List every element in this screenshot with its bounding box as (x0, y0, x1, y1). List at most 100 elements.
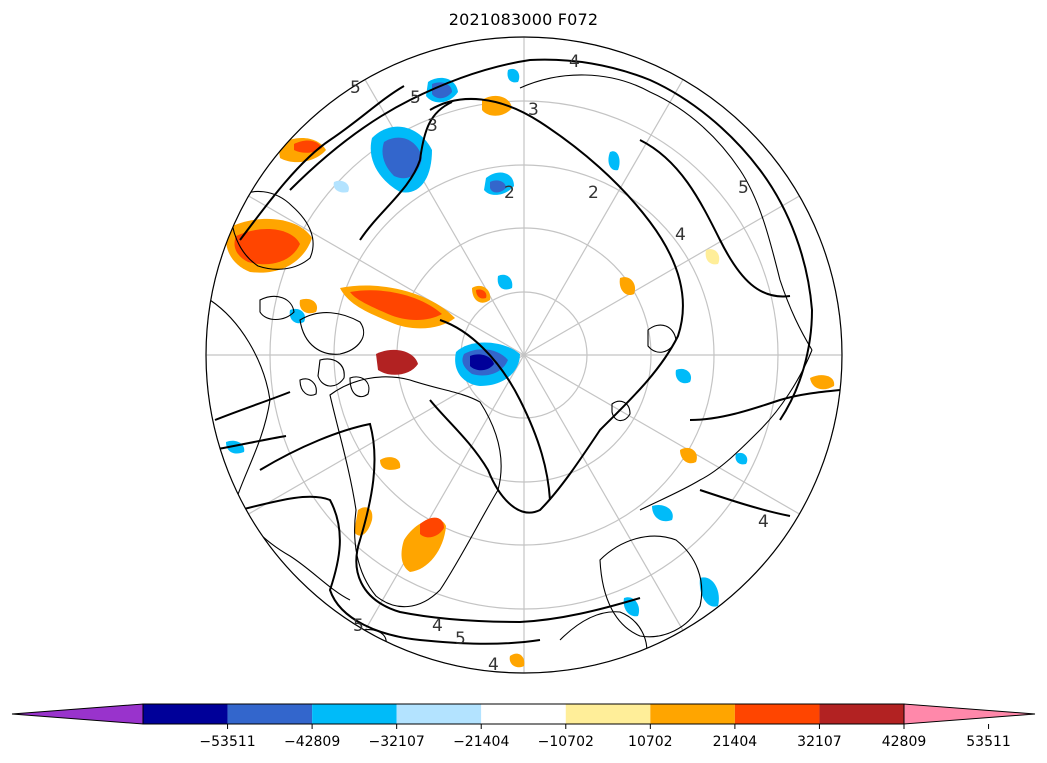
map-boundary (205, 36, 843, 674)
contour-arctic (439, 319, 551, 501)
coastline-europe (559, 611, 648, 661)
shade-negative-blue (382, 137, 422, 179)
shade-positive-orange (509, 653, 525, 668)
meridian-line (248, 195, 525, 356)
meridian-line (523, 195, 800, 356)
colorbar-tick-label: 53511 (966, 734, 1011, 750)
colorbar-segment (650, 704, 735, 724)
shade-negative-blue (490, 180, 506, 193)
colorbar-segment (227, 704, 313, 724)
contour-label: 5 (350, 78, 361, 98)
shade-negative-lightblue (608, 151, 620, 171)
contour-west (214, 391, 291, 421)
shade-positive-red (234, 229, 300, 265)
contour-west-2 (211, 435, 287, 451)
shade-positive-red (476, 289, 487, 299)
contour-inner (429, 97, 684, 514)
colorbar-tick-label: −21404 (453, 734, 510, 750)
contour-label-group: 2 2 3 3 4 4 4 4 4 5 5 5 5 5 (350, 52, 769, 675)
shade-negative-lightblue (699, 577, 719, 607)
contour-label: 4 (758, 512, 769, 532)
colorbar-segment (819, 704, 904, 724)
colorbar-segment (396, 704, 482, 724)
coastline-archipelago-islands (259, 295, 370, 398)
shade-negative-lightblue (735, 452, 748, 465)
meridians (206, 37, 842, 673)
map-disc (206, 37, 842, 673)
colorbar-tick-label: −53511 (199, 734, 256, 750)
contour-east (689, 389, 841, 421)
map-title: 2021083000 F072 (448, 10, 599, 29)
coastline-alaska (230, 190, 314, 270)
shade-positive-red (420, 517, 444, 538)
coastline-scandinavia (599, 535, 703, 638)
shade-positive-orange (380, 457, 401, 470)
coastlines (209, 74, 813, 661)
contour-middle-2 (639, 139, 791, 298)
colorbar-extend-low (11, 703, 144, 725)
shade-positive-red (350, 290, 442, 320)
shade-negative-lightblue (507, 68, 520, 83)
contour-label: 4 (675, 225, 686, 245)
shade-negative-lightblue (333, 180, 349, 193)
meridian-line (364, 354, 525, 631)
coastline-greenland (329, 376, 502, 608)
coastline-north-america (209, 299, 351, 601)
meridian-line (523, 79, 684, 356)
contour-south-2 (239, 495, 541, 645)
colorbar-segment (312, 704, 397, 724)
contour-label: 5 (738, 178, 749, 198)
contour-label: 5 (353, 616, 364, 636)
meridian-line (523, 354, 800, 515)
colorbar-tick-label: 42809 (881, 734, 927, 750)
coastline-canadian-archipelago (299, 312, 365, 355)
shade-negative-lightblue (497, 274, 513, 290)
coastline-siberia (519, 74, 813, 351)
colorbar-tick-label: −10702 (537, 734, 594, 750)
contour-label: 5 (455, 629, 466, 649)
shade-negative-darkblue (470, 354, 494, 371)
coastline-eurasia (639, 349, 813, 511)
colorbar-segment (481, 704, 566, 724)
colorbar-frame (142, 703, 905, 725)
colorbar-tick-label: 32107 (797, 734, 842, 750)
contour-outer (239, 85, 405, 241)
shade-negative-lightblue (675, 368, 692, 384)
shade-negative-lightblue (289, 308, 306, 324)
shade-positive-orange (705, 249, 720, 265)
colorbar-extend-high (903, 703, 1036, 725)
contour-label: 3 (427, 116, 438, 136)
anomaly-shading (226, 68, 835, 668)
contour-label: 4 (432, 616, 443, 636)
shade-positive-red (376, 349, 418, 375)
colorbar-tick-label: −32107 (368, 734, 425, 750)
shade-positive-orange (810, 375, 835, 390)
colorbar (11, 703, 1036, 729)
contour-label: 4 (488, 655, 499, 675)
contour-south (259, 422, 641, 624)
shade-negative-lightblue (652, 504, 673, 522)
colorbar-segment (734, 704, 820, 724)
colorbar-tick-label: 10702 (628, 734, 673, 750)
contour-label: 5 (410, 88, 421, 108)
graticule (206, 37, 842, 673)
colorbar-segment (565, 704, 651, 724)
shade-positive-orange (619, 277, 636, 296)
contour-label: 2 (588, 183, 599, 203)
contour-label: 4 (569, 52, 580, 72)
shade-positive-orange (299, 298, 318, 314)
contour-middle (289, 58, 814, 421)
shade-positive-orange (680, 447, 697, 464)
contour-inner-2 (359, 101, 453, 241)
height-contours (211, 58, 841, 645)
colorbar-tick-label: 21404 (712, 734, 758, 750)
shade-positive-red (294, 140, 322, 153)
meridian-line (523, 354, 684, 631)
contour-label: 3 (528, 100, 539, 120)
colorbar-tick-label: −42809 (283, 734, 341, 750)
contour-label: 2 (504, 183, 515, 203)
colorbar-segment (143, 704, 228, 724)
contour-east-2 (699, 489, 791, 517)
meridian-line (364, 79, 525, 356)
